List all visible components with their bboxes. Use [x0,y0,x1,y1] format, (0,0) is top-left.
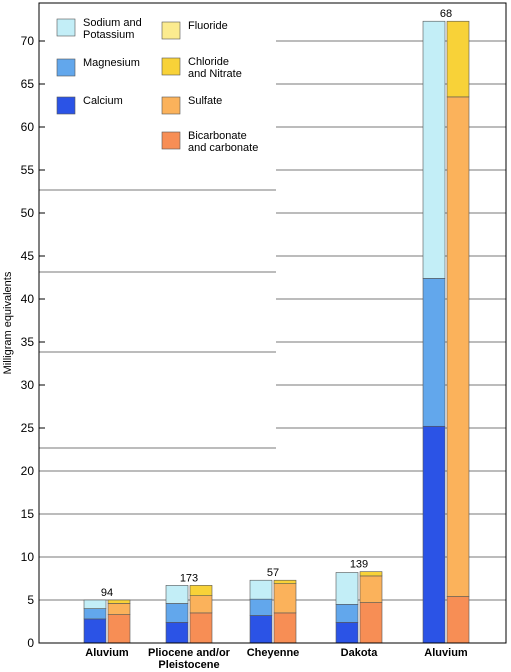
anion-bar-segment [446,20,470,98]
legend-swatch [56,18,76,37]
legend-label: Sodium and Potassium [83,17,142,41]
anion-bar-segment [273,612,297,644]
x-category-label: Aluvium [424,647,468,659]
y-tick-label: 15 [21,507,35,521]
anion-bar-segment [446,96,470,597]
plot-frame [38,2,507,644]
y-tick-label: 50 [21,206,35,220]
y-tick-label: 0 [27,636,34,650]
x-category-label: Pliocene and/or Pleistocene [148,647,231,671]
anion-bar-segment [107,603,131,615]
cation-bar-segment [83,608,107,620]
legend-label: Sulfate [188,95,222,107]
legend: Sodium and Potassium Magnesium Calcium Fluor… [56,17,258,154]
legend-label: Magnesium [83,57,140,69]
anion-bar-segment [273,583,297,614]
cation-bar-segment [83,599,107,609]
total-label: 57 [267,567,279,579]
total-label: 94 [101,587,113,599]
y-tick-label: 5 [27,593,34,607]
cation-bar-segment [422,278,446,427]
anion-bar-segment [107,614,131,644]
legend-label: Fluoride [188,20,228,32]
anion-bar-segment [273,579,297,584]
cation-bar-segment [83,618,107,644]
anion-bar-segment [189,585,213,597]
anion-bar-segment [189,612,213,644]
cation-bar-segment [422,20,446,279]
y-tick-label: 55 [21,163,35,177]
cation-bar-segment [165,622,189,644]
cation-bar-segment [335,622,359,644]
total-label: 139 [350,559,368,571]
x-category-label: Aluvium [85,647,129,659]
y-tick-label: 35 [21,335,35,349]
legend-swatch [161,96,181,115]
y-tick-labels: 0 5 10 15 20 25 30 35 40 45 50 55 60 65 70 [21,34,35,650]
cation-bar-segment [335,603,359,623]
y-tick-label: 40 [21,292,35,306]
anion-bar-segment [446,596,470,644]
y-axis-title: Milligram equivalents [2,271,14,374]
cation-bar-segment [249,598,273,616]
cation-bar-segment [249,615,273,644]
cation-bar-segment [422,425,446,644]
legend-label: Chloride and Nitrate [188,56,242,80]
x-category-label: Cheyenne [247,647,300,659]
legend-label: Bicarbonate and carbonate [188,130,258,154]
stacked-bars [83,20,470,644]
legend-label: Calcium [83,95,123,107]
cation-bar-segment [335,572,359,605]
y-tick-label: 30 [21,378,35,392]
cation-bar-segment [249,579,273,600]
total-labels: 94 173 57 139 68 [101,8,452,599]
anion-bar-segment [359,571,383,577]
y-tick-label: 20 [21,464,35,478]
y-tick-label: 25 [21,421,35,435]
anion-bar-segment [359,602,383,644]
x-category-labels: Aluvium Pliocene and/or Pleistocene Cheyenn… [85,647,468,671]
legend-swatch [161,131,181,150]
y-tick-label: 45 [21,249,35,263]
x-category-label: Dakota [341,647,379,659]
anion-bar-segment [189,595,213,614]
y-tick-label: 10 [21,550,35,564]
total-label: 173 [180,572,198,584]
cation-bar-segment [165,603,189,623]
y-tick-label: 65 [21,77,35,91]
legend-swatch [161,21,181,40]
legend-swatch [161,57,181,76]
legend-swatch [56,96,76,115]
cation-bar-segment [165,585,189,604]
y-tick-label: 60 [21,120,35,134]
total-label: 68 [440,8,452,20]
anion-bar-segment [359,575,383,603]
y-tick-label: 70 [21,34,35,48]
legend-swatch [56,58,76,77]
anion-bar-segment [107,599,131,604]
